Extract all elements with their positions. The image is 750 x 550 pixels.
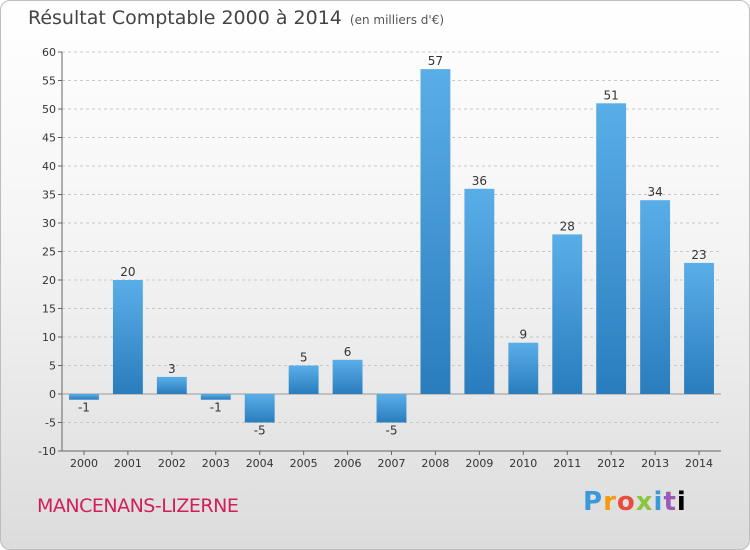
y-tick-label: 20 [42, 274, 56, 287]
data-label: 28 [560, 219, 575, 233]
data-label: 5 [300, 351, 308, 365]
y-tick-label: 30 [42, 217, 56, 230]
data-label: 57 [428, 54, 443, 68]
x-tick-label: 2003 [202, 457, 230, 470]
y-tick-label: 35 [42, 189, 56, 202]
bar [420, 69, 451, 394]
bar [288, 365, 319, 394]
x-tick-label: 2012 [597, 457, 625, 470]
x-tick-label: 2006 [334, 457, 362, 470]
data-label: 3 [168, 362, 176, 376]
y-tick-label: 5 [49, 360, 56, 373]
y-tick-label: 60 [42, 46, 56, 59]
bar [156, 376, 187, 394]
chart-title-text: Résultat Comptable 2000 à 2014 [28, 7, 342, 29]
data-label: 34 [647, 185, 662, 199]
bar [596, 103, 627, 395]
y-tick-label: 50 [42, 103, 56, 116]
y-tick-label: 45 [42, 132, 56, 145]
x-tick-label: 2014 [685, 457, 713, 470]
bar [332, 359, 363, 394]
bar [200, 394, 231, 400]
data-label: 20 [120, 265, 135, 279]
bar [376, 394, 407, 423]
x-tick-label: 2004 [246, 457, 274, 470]
x-tick-label: 2007 [378, 457, 406, 470]
bar [244, 394, 275, 423]
y-tick-label: -5 [45, 417, 56, 430]
y-tick-label: -10 [38, 445, 56, 458]
bar [508, 342, 539, 394]
data-label: 36 [472, 174, 487, 188]
y-tick-label: 55 [42, 75, 56, 88]
bar [640, 200, 671, 394]
x-tick-label: 2010 [509, 457, 537, 470]
bar [69, 394, 99, 400]
x-tick-label: 2011 [553, 457, 581, 470]
x-tick-label: 2001 [114, 457, 142, 470]
data-label: 9 [519, 328, 527, 342]
data-label: -5 [254, 424, 266, 438]
bar [684, 262, 714, 394]
data-label: 6 [344, 345, 352, 359]
bar [112, 280, 143, 394]
x-tick-label: 2013 [641, 457, 669, 470]
x-tick-label: 2005 [290, 457, 318, 470]
y-tick-label: 40 [42, 160, 56, 173]
data-label: 23 [691, 248, 706, 262]
data-label: -5 [386, 424, 398, 438]
y-tick-label: 10 [42, 331, 56, 344]
place-name: MANCENANS-LIZERNE [37, 495, 239, 517]
data-label: -1 [78, 401, 90, 415]
chart-title: Résultat Comptable 2000 à 2014 (en millie… [28, 7, 444, 29]
data-label: 51 [604, 88, 619, 102]
y-tick-label: 25 [42, 246, 56, 259]
x-tick-label: 2000 [70, 457, 98, 470]
data-label: -1 [210, 401, 222, 415]
y-tick-label: 15 [42, 303, 56, 316]
bar [464, 188, 495, 394]
x-tick-label: 2008 [421, 457, 449, 470]
y-tick-label: 0 [49, 388, 56, 401]
bar [552, 234, 583, 394]
proxiti-logo: Proxiti [583, 487, 687, 517]
x-tick-label: 2002 [158, 457, 186, 470]
chart-subtitle: (en milliers d'€) [349, 13, 445, 27]
x-tick-label: 2009 [465, 457, 493, 470]
